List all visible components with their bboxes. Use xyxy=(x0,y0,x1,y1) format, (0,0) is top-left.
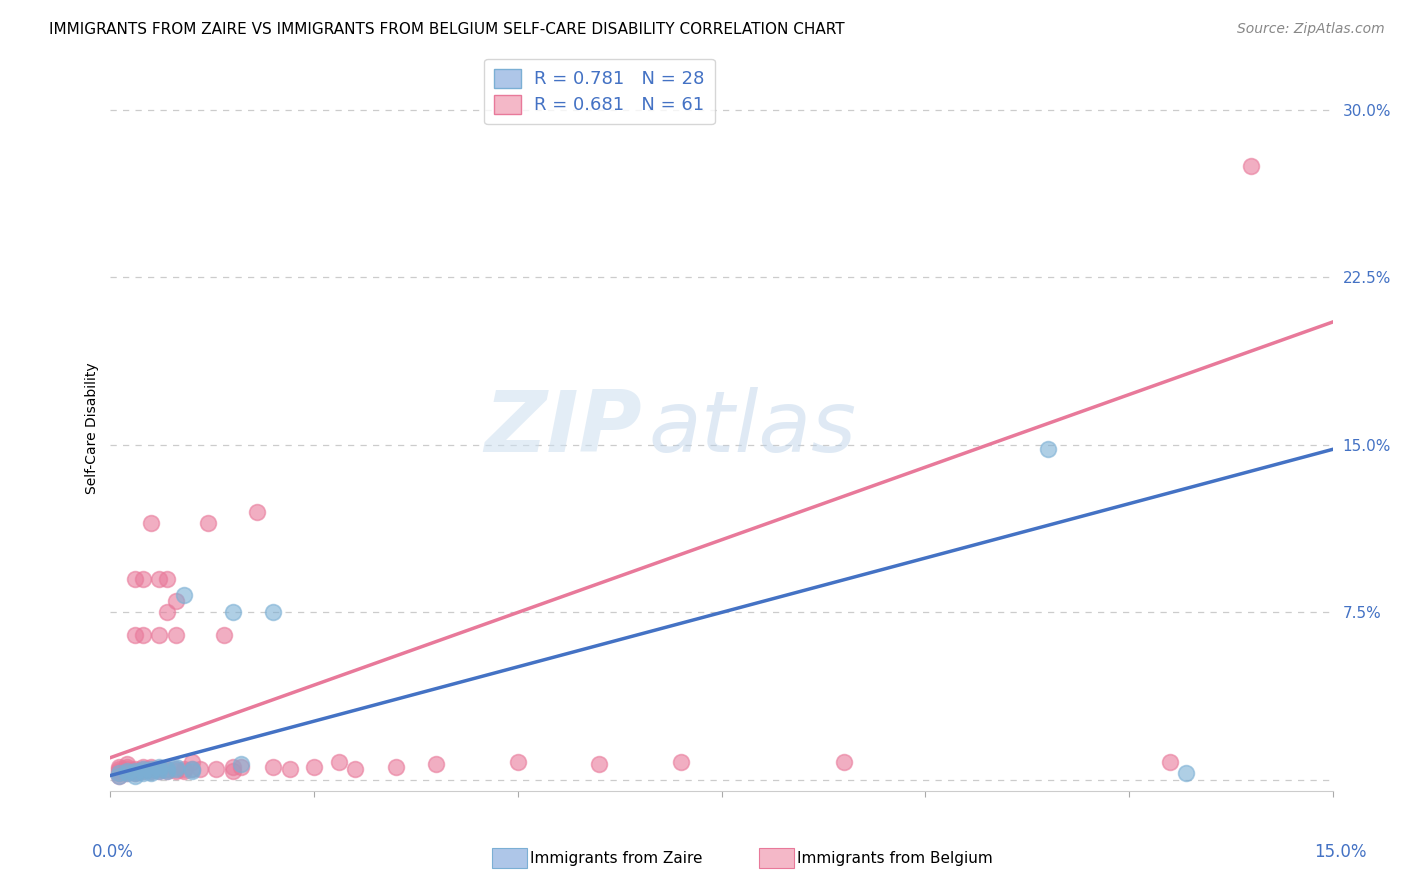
Point xyxy=(107,766,129,780)
Point xyxy=(180,764,202,778)
Point xyxy=(262,759,284,773)
Point xyxy=(141,764,163,778)
Point xyxy=(165,762,187,776)
Point xyxy=(165,762,187,776)
Point xyxy=(124,628,146,642)
Point xyxy=(1036,442,1059,457)
Point xyxy=(148,762,170,776)
Point xyxy=(197,516,219,530)
Point xyxy=(124,766,146,780)
Point xyxy=(173,762,195,776)
Point xyxy=(188,762,211,776)
Point xyxy=(302,759,325,773)
Point xyxy=(262,606,284,620)
Text: Immigrants from Zaire: Immigrants from Zaire xyxy=(530,851,703,865)
Point xyxy=(229,757,252,772)
Point xyxy=(115,759,138,773)
Point xyxy=(221,764,243,778)
Point xyxy=(141,762,163,776)
Point xyxy=(148,759,170,773)
Point xyxy=(343,762,366,776)
Point xyxy=(221,606,243,620)
Point xyxy=(107,764,129,778)
Point xyxy=(205,762,228,776)
Point xyxy=(107,759,129,773)
Point xyxy=(156,572,179,586)
Point xyxy=(173,764,195,778)
Point xyxy=(107,762,129,776)
Point xyxy=(141,516,163,530)
Point xyxy=(384,759,406,773)
Legend: R = 0.781   N = 28, R = 0.681   N = 61: R = 0.781 N = 28, R = 0.681 N = 61 xyxy=(484,59,714,124)
Point xyxy=(148,762,170,776)
Point xyxy=(141,759,163,773)
Point xyxy=(246,505,269,519)
Point xyxy=(115,762,138,776)
Point xyxy=(115,764,138,778)
Point xyxy=(588,757,610,772)
Point xyxy=(132,764,155,778)
Point xyxy=(165,764,187,778)
Text: 15.0%: 15.0% xyxy=(1315,843,1367,861)
Point xyxy=(132,572,155,586)
Point xyxy=(107,768,129,782)
Point xyxy=(124,768,146,782)
Point xyxy=(165,594,187,608)
Point xyxy=(124,764,146,778)
Point xyxy=(107,768,129,782)
Point xyxy=(115,766,138,780)
Point xyxy=(115,757,138,772)
Point xyxy=(1240,159,1263,173)
Point xyxy=(180,762,202,776)
Point xyxy=(1175,766,1198,780)
Point xyxy=(229,759,252,773)
Point xyxy=(132,759,155,773)
Point xyxy=(148,764,170,778)
Point xyxy=(278,762,301,776)
Point xyxy=(124,766,146,780)
Point xyxy=(124,572,146,586)
Point xyxy=(156,764,179,778)
Point xyxy=(165,628,187,642)
Point xyxy=(173,588,195,602)
Point xyxy=(156,606,179,620)
Point xyxy=(1159,755,1181,769)
Point xyxy=(132,628,155,642)
Point xyxy=(832,755,855,769)
Point xyxy=(148,572,170,586)
Point xyxy=(506,755,529,769)
Point xyxy=(115,764,138,778)
Point xyxy=(165,759,187,773)
Point xyxy=(107,766,129,780)
Point xyxy=(132,766,155,780)
Point xyxy=(669,755,692,769)
Point xyxy=(124,764,146,778)
Point xyxy=(156,762,179,776)
Text: 0.0%: 0.0% xyxy=(91,843,134,861)
Point xyxy=(132,762,155,776)
Point xyxy=(132,764,155,778)
Y-axis label: Self-Care Disability: Self-Care Disability xyxy=(86,362,100,494)
Point xyxy=(221,759,243,773)
Point xyxy=(141,766,163,780)
Point xyxy=(141,762,163,776)
Text: IMMIGRANTS FROM ZAIRE VS IMMIGRANTS FROM BELGIUM SELF-CARE DISABILITY CORRELATIO: IMMIGRANTS FROM ZAIRE VS IMMIGRANTS FROM… xyxy=(49,22,845,37)
Point xyxy=(132,762,155,776)
Point xyxy=(180,755,202,769)
Point xyxy=(156,764,179,778)
Text: Immigrants from Belgium: Immigrants from Belgium xyxy=(797,851,993,865)
Point xyxy=(156,762,179,776)
Point xyxy=(115,766,138,780)
Text: ZIP: ZIP xyxy=(485,386,643,469)
Point xyxy=(328,755,350,769)
Text: Source: ZipAtlas.com: Source: ZipAtlas.com xyxy=(1237,22,1385,37)
Point xyxy=(148,628,170,642)
Text: atlas: atlas xyxy=(648,386,856,469)
Point xyxy=(141,764,163,778)
Point xyxy=(425,757,447,772)
Point xyxy=(180,762,202,776)
Point xyxy=(124,762,146,776)
Point xyxy=(148,764,170,778)
Point xyxy=(214,628,236,642)
